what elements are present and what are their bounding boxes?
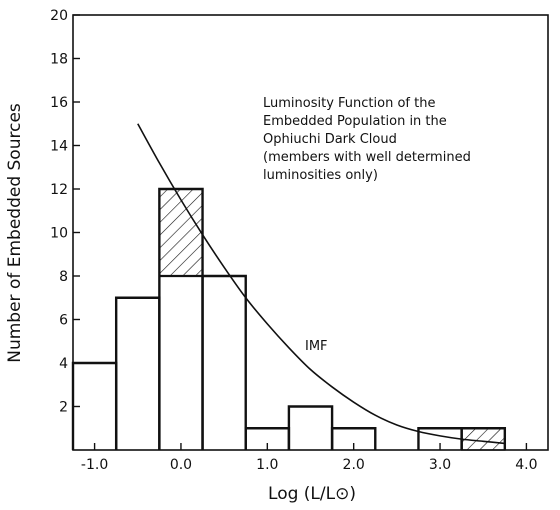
- imf-curve: [137, 123, 505, 445]
- y-tick-label: 2: [59, 400, 68, 416]
- histogram-bin: [330, 427, 377, 450]
- y-tick-label: 14: [50, 139, 68, 155]
- annotation-line-1: Luminosity Function of the: [263, 96, 435, 111]
- y-tick-label: 8: [59, 269, 68, 285]
- y-tick-label: 4: [59, 356, 68, 372]
- plot-frame: [72, 14, 549, 451]
- annotation-line-4: (members with well determined: [263, 150, 471, 165]
- y-tick-label: 12: [50, 182, 68, 198]
- annotation-line-5: luminosities only): [263, 168, 378, 183]
- y-tick-label: 16: [50, 95, 68, 111]
- y-axis-title: Number of Embedded Sources: [5, 103, 25, 363]
- annotation-line-2: Embedded Population in the: [263, 114, 447, 129]
- histogram: [71, 187, 507, 450]
- y-tick-label: 6: [59, 313, 68, 329]
- x-tick-label: 2.0: [343, 457, 365, 473]
- x-tick-label: -1.0: [81, 457, 108, 473]
- y-tick-label: 18: [50, 52, 68, 68]
- x-tick-label: 3.0: [429, 457, 451, 473]
- annotation-block: Luminosity Function of the Embedded Popu…: [263, 96, 471, 183]
- annotation-line-3: Ophiuchi Dark Cloud: [263, 132, 397, 147]
- hatched-bin: [158, 188, 204, 277]
- x-tick-label: 1.0: [256, 457, 278, 473]
- y-axis: 2 4 6 8 10 12 14 16 18 20: [50, 8, 80, 416]
- histogram-bin: [287, 405, 334, 450]
- x-tick-label: 4.0: [515, 457, 537, 473]
- x-axis-title: Log (L/L⊙): [268, 484, 356, 504]
- y-tick-label: 10: [50, 226, 68, 242]
- y-tick-label: 20: [50, 8, 68, 24]
- x-axis: -1.0 0.0 1.0 2.0 3.0 4.0: [81, 443, 538, 473]
- histogram-bin: [201, 274, 247, 450]
- imf-curve-group: [137, 123, 505, 445]
- x-tick-label: 0.0: [170, 457, 192, 473]
- histogram-bin: [114, 296, 161, 450]
- imf-label: IMF: [305, 339, 328, 354]
